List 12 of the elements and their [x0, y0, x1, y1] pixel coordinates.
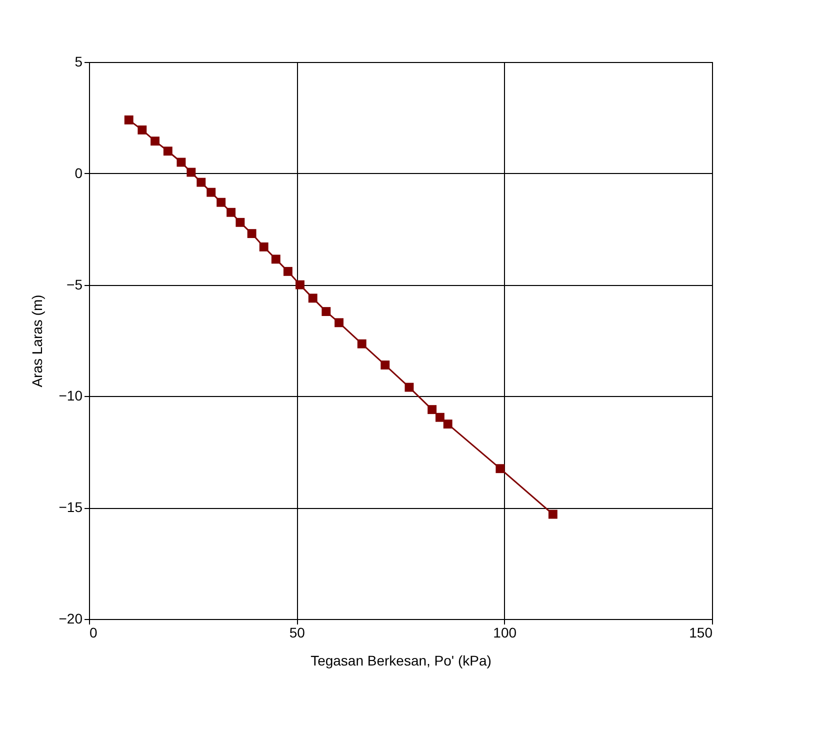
x-tick-label: 100: [493, 624, 517, 640]
y-tick-label: −15: [58, 499, 83, 516]
y-tick-label: 5: [74, 54, 83, 70]
y-tick-label: 0: [74, 164, 83, 181]
x-tick-label: 0: [90, 624, 98, 640]
y-axis-title: Aras Laras (m): [28, 294, 45, 388]
x-tick-label: 150: [689, 624, 713, 640]
y-tick-label: −10: [58, 388, 83, 404]
x-tick-label: 50: [289, 624, 306, 640]
y-tick-label: −5: [66, 276, 83, 292]
y-tick-label: −20: [58, 610, 83, 626]
x-axis-title: Tegasan Berkesan, Po' (kPa): [310, 652, 492, 668]
